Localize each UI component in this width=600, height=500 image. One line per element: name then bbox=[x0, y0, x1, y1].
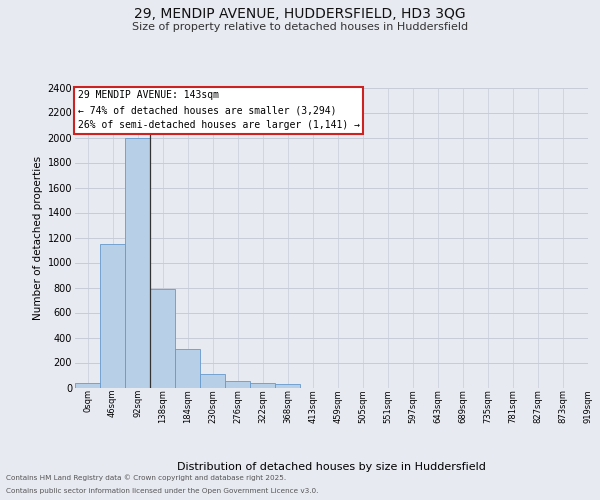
Text: Contains HM Land Registry data © Crown copyright and database right 2025.: Contains HM Land Registry data © Crown c… bbox=[6, 474, 286, 481]
Bar bbox=[175, 350, 200, 388]
Bar bbox=[100, 244, 125, 388]
Text: Contains public sector information licensed under the Open Government Licence v3: Contains public sector information licen… bbox=[6, 488, 319, 494]
X-axis label: Distribution of detached houses by size in Huddersfield: Distribution of detached houses by size … bbox=[177, 462, 486, 472]
Text: 29, MENDIP AVENUE, HUDDERSFIELD, HD3 3QG: 29, MENDIP AVENUE, HUDDERSFIELD, HD3 3QG bbox=[134, 8, 466, 22]
Bar bbox=[75, 383, 100, 388]
Y-axis label: Number of detached properties: Number of detached properties bbox=[34, 156, 43, 320]
Bar bbox=[225, 381, 250, 388]
Bar bbox=[150, 289, 175, 388]
Bar bbox=[125, 138, 150, 388]
Text: Size of property relative to detached houses in Huddersfield: Size of property relative to detached ho… bbox=[132, 22, 468, 32]
Bar bbox=[250, 382, 275, 388]
Bar bbox=[275, 384, 300, 388]
Text: 29 MENDIP AVENUE: 143sqm
← 74% of detached houses are smaller (3,294)
26% of sem: 29 MENDIP AVENUE: 143sqm ← 74% of detach… bbox=[77, 90, 359, 130]
Bar bbox=[200, 374, 225, 388]
